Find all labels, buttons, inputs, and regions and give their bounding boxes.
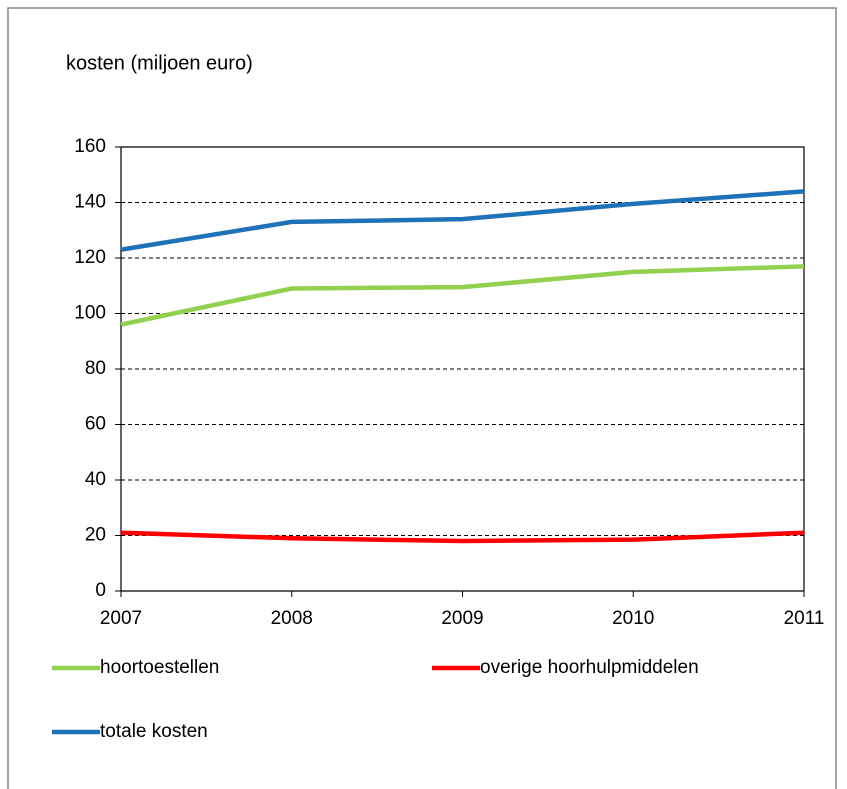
x-tick-label: 2011: [784, 608, 825, 629]
legend-label: hoortoestellen: [100, 657, 219, 678]
y-tick-label: 60: [85, 414, 106, 435]
legend-label: overige hoorhulpmiddelen: [480, 657, 699, 678]
x-tick-label: 2010: [612, 608, 654, 629]
y-tick-label: 20: [85, 525, 106, 546]
y-tick-label: 120: [74, 247, 106, 268]
y-tick-label: 40: [85, 469, 106, 490]
series-line: [120, 530, 805, 544]
y-tick-label: 80: [85, 358, 106, 379]
y-tick-label: 0: [95, 580, 106, 601]
x-tick-label: 2008: [271, 608, 313, 629]
y-tick-label: 160: [74, 136, 106, 157]
y-tick-label: 140: [74, 192, 106, 213]
series-line: [120, 189, 805, 252]
legend-label: totale kosten: [100, 721, 208, 742]
x-tick-label: 2007: [100, 608, 142, 629]
y-tick-label: 100: [74, 303, 106, 324]
series-line: [120, 264, 805, 327]
x-tick-label: 2009: [441, 608, 483, 629]
chart-title: kosten (miljoen euro): [66, 52, 253, 74]
chart-border: [7, 7, 837, 789]
plot-frame: [120, 146, 805, 592]
